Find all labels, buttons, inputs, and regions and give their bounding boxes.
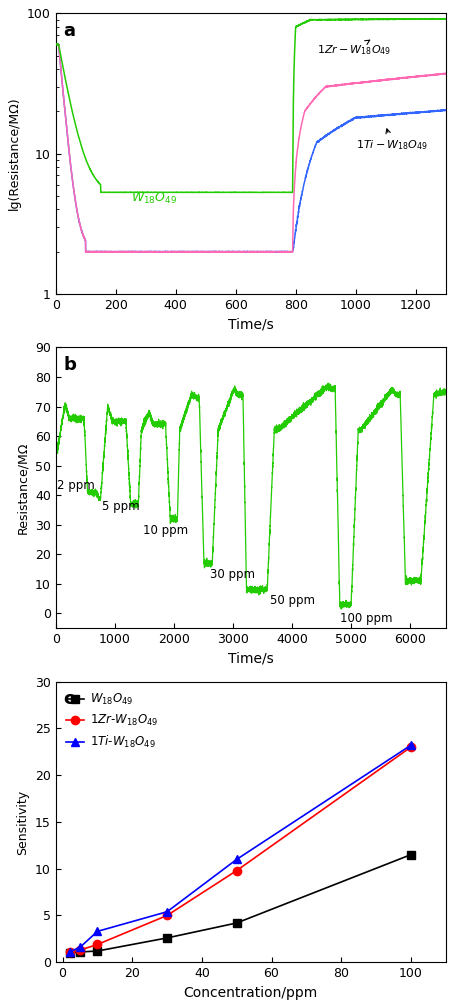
Text: $1Ti-W_{18}O_{49}$: $1Ti-W_{18}O_{49}$	[355, 129, 428, 151]
Text: 10 ppm: 10 ppm	[143, 523, 188, 536]
1Ti-W$_{18}$O$_{49}$	[408, 739, 414, 751]
Text: 50 ppm: 50 ppm	[270, 595, 315, 608]
Text: 100 ppm: 100 ppm	[340, 612, 393, 625]
Text: $1Zr-W_{18}O_{49}$: $1Zr-W_{18}O_{49}$	[316, 40, 391, 57]
Text: b: b	[64, 356, 76, 374]
1Zr-W$_{18}$O$_{49}$	[77, 944, 83, 957]
W$_{18}$O$_{49}$	[234, 917, 239, 929]
X-axis label: Time/s: Time/s	[228, 318, 273, 332]
1Ti-W$_{18}$O$_{49}$	[77, 941, 83, 954]
1Zr-W$_{18}$O$_{49}$	[67, 946, 72, 958]
X-axis label: Time/s: Time/s	[228, 651, 273, 665]
W$_{18}$O$_{49}$	[67, 947, 72, 959]
Text: 30 ppm: 30 ppm	[211, 568, 256, 581]
Line: W$_{18}$O$_{49}$: W$_{18}$O$_{49}$	[65, 851, 415, 957]
1Ti-W$_{18}$O$_{49}$	[67, 946, 72, 958]
Y-axis label: Sensitivity: Sensitivity	[16, 789, 30, 855]
W$_{18}$O$_{49}$	[77, 946, 83, 958]
Text: 2 ppm: 2 ppm	[57, 479, 95, 492]
1Ti-W$_{18}$O$_{49}$	[95, 925, 100, 937]
1Zr-W$_{18}$O$_{49}$	[234, 865, 239, 877]
Legend: $W_{18}O_{49}$, $1Zr\text{-}W_{18}O_{49}$, $1Ti\text{-}W_{18}O_{49}$: $W_{18}O_{49}$, $1Zr\text{-}W_{18}O_{49}…	[62, 687, 163, 755]
1Ti-W$_{18}$O$_{49}$	[234, 854, 239, 866]
1Ti-W$_{18}$O$_{49}$	[164, 906, 170, 918]
W$_{18}$O$_{49}$	[95, 944, 100, 957]
Text: c: c	[64, 690, 74, 708]
Line: 1Zr-W$_{18}$O$_{49}$: 1Zr-W$_{18}$O$_{49}$	[65, 743, 415, 957]
Y-axis label: lg(Resistance/MΩ): lg(Resistance/MΩ)	[8, 97, 21, 211]
1Zr-W$_{18}$O$_{49}$	[95, 938, 100, 951]
1Zr-W$_{18}$O$_{49}$	[164, 909, 170, 921]
W$_{18}$O$_{49}$	[408, 849, 414, 861]
Y-axis label: Resistance/MΩ: Resistance/MΩ	[16, 442, 29, 534]
Text: $W_{18}O_{49}$: $W_{18}O_{49}$	[131, 192, 177, 207]
Line: 1Ti-W$_{18}$O$_{49}$: 1Ti-W$_{18}$O$_{49}$	[65, 741, 415, 957]
1Zr-W$_{18}$O$_{49}$	[408, 741, 414, 753]
W$_{18}$O$_{49}$	[164, 931, 170, 943]
Text: a: a	[64, 22, 75, 39]
Text: 5 ppm: 5 ppm	[102, 500, 139, 513]
X-axis label: Concentration/ppm: Concentration/ppm	[183, 986, 318, 1000]
